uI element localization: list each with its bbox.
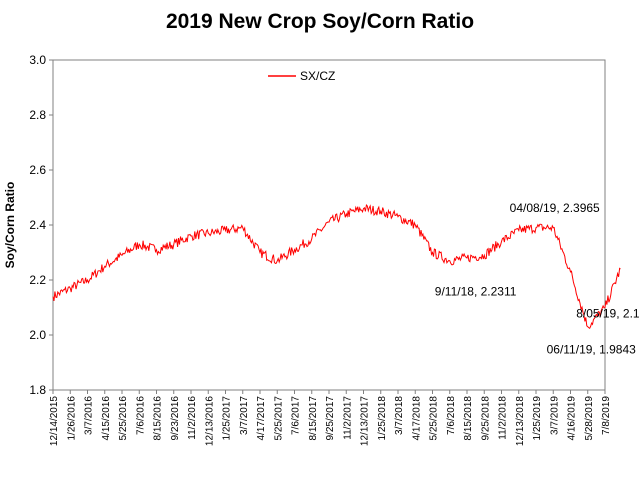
x-tick-label: 5/25/2017 — [273, 396, 284, 441]
x-tick-label: 8/15/2018 — [463, 396, 474, 441]
data-annotation: 8/05/19, 2.1003 — [576, 306, 640, 320]
series-group — [52, 204, 621, 330]
x-tick-label: 8/15/2016 — [153, 396, 164, 441]
annotations: 04/08/19, 2.3965 9/11/18, 2.2311 8/05/19, … — [435, 201, 640, 356]
y-tick-label: 3.0 — [29, 53, 46, 67]
x-tick-label: 8/15/2017 — [308, 396, 319, 441]
x-tick-label: 9/25/2018 — [480, 396, 491, 441]
x-tick-label: 11/2/2017 — [342, 396, 353, 440]
x-tick-label: 9/23/2016 — [170, 396, 181, 441]
y-tick-label: 2.8 — [29, 108, 46, 122]
x-tick-label: 11/2/2016 — [187, 396, 198, 440]
y-axis-label: Soy/Corn Ratio — [3, 182, 17, 269]
x-tick-label: 9/25/2017 — [325, 396, 336, 441]
legend-label: SX/CZ — [300, 69, 335, 83]
data-annotation: 06/11/19, 1.9843 — [547, 342, 637, 356]
x-tick-label: 3/7/2016 — [84, 396, 95, 435]
x-tick-label: 12/13/2017 — [360, 396, 371, 446]
x-tick-label: 3/7/2018 — [394, 396, 405, 435]
data-annotation: 9/11/18, 2.2311 — [435, 284, 517, 298]
x-tick-label: 3/7/2019 — [549, 396, 560, 435]
y-tick-label: 1.8 — [29, 383, 46, 397]
x-tick-label: 1/26/2016 — [66, 396, 77, 441]
x-tick-label: 4/17/2017 — [256, 396, 267, 441]
x-tick-label: 3/7/2017 — [239, 396, 250, 435]
x-tick-label: 4/15/2016 — [101, 396, 112, 441]
chart-title: 2019 New Crop Soy/Corn Ratio — [165, 10, 475, 33]
x-tick-label: 12/13/2018 — [515, 396, 526, 446]
x-tick-label: 1/25/2017 — [222, 396, 233, 441]
y-tick-label: 2.2 — [29, 273, 46, 287]
x-tick-label: 1/25/2018 — [377, 396, 388, 441]
x-tick-label: 7/8/2019 — [601, 396, 612, 435]
x-tick-label: 5/25/2016 — [118, 396, 129, 441]
x-tick-label: 5/28/2019 — [584, 396, 595, 441]
x-tick-label: 12/14/2015 — [49, 396, 60, 446]
x-tick-label: 7/6/2017 — [291, 396, 302, 435]
x-tick-label: 11/2/2018 — [498, 396, 509, 440]
y-tick-label: 2.0 — [29, 328, 46, 342]
x-tick-label: 4/16/2019 — [567, 396, 578, 441]
y-tick-label: 2.6 — [29, 163, 46, 177]
x-tick-label: 5/25/2018 — [429, 396, 440, 441]
x-tick-label: 4/17/2018 — [411, 396, 422, 441]
x-axis: 12/14/2015 1/26/2016 3/7/2016 4/15/2016 5/25… — [49, 390, 612, 446]
series-line-SX/CZ — [52, 204, 621, 330]
x-tick-label: 7/6/2018 — [446, 396, 457, 435]
x-tick-label: 1/25/2019 — [532, 396, 543, 441]
x-tick-label: 7/6/2016 — [135, 396, 146, 435]
x-tick-label: 12/13/2016 — [204, 396, 215, 446]
y-axis: 1.8 2.0 2.2 2.4 2.6 2.8 3.0 — [29, 53, 53, 397]
plot-area — [52, 59, 606, 391]
data-annotation: 04/08/19, 2.3965 — [510, 201, 600, 215]
y-tick-label: 2.4 — [29, 218, 46, 232]
legend: SX/CZ — [268, 69, 335, 83]
